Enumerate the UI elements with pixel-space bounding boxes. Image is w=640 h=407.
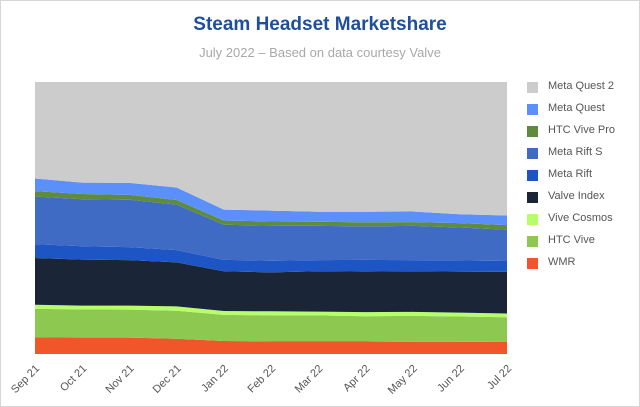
legend-swatch (527, 236, 538, 247)
legend-item-htc-vive[interactable]: HTC Vive (527, 234, 637, 256)
legend-item-meta-quest[interactable]: Meta Quest (527, 102, 637, 124)
legend-swatch (527, 104, 538, 115)
plot-area (35, 82, 507, 354)
x-tick-label: Apr 22 (341, 363, 372, 394)
area-vive-cosmos (35, 304, 507, 318)
legend-label: HTC Vive Pro (548, 124, 616, 136)
x-tick-label: Mar 22 (293, 363, 326, 396)
area-wmr (35, 337, 507, 354)
x-tick-label: Oct 21 (58, 363, 89, 394)
x-tick-label: Dec 21 (151, 363, 184, 396)
legend-item-meta-rift-s[interactable]: Meta Rift S (527, 146, 637, 168)
legend-swatch (527, 82, 538, 93)
x-tick-label: Nov 21 (103, 363, 136, 396)
legend-swatch (527, 126, 538, 137)
legend-swatch (527, 148, 538, 159)
area-htc-vive (35, 308, 507, 343)
x-tick-label: Feb 22 (246, 363, 279, 396)
legend-item-htc-vive-pro[interactable]: HTC Vive Pro (527, 124, 637, 146)
area-meta-quest (35, 178, 507, 226)
area-valve-index (35, 257, 507, 314)
legend-item-meta-rift[interactable]: Meta Rift (527, 168, 637, 190)
x-tick-label: Jun 22 (435, 363, 467, 395)
legend-label: Vive Cosmos (548, 212, 613, 224)
legend-label: Meta Quest 2 (548, 80, 615, 92)
x-tick-label: Jul 22 (485, 363, 514, 392)
legend-label: Valve Index (548, 190, 605, 202)
chart-subtitle: July 2022 – Based on data courtesy Valve (199, 45, 441, 60)
x-axis-ticks: Sep 21 Oct 21 Nov 21 Dec 21 Jan 22 Feb 22 Mar … (9, 363, 514, 397)
area-htc-vive-pro (35, 191, 507, 230)
legend-item-vive-cosmos[interactable]: Vive Cosmos (527, 212, 637, 234)
legend-label: HTC Vive (548, 234, 595, 246)
legend-item-valve-index[interactable]: Valve Index (527, 190, 637, 212)
x-tick-label: May 22 (386, 363, 420, 397)
legend-swatch (527, 170, 538, 181)
area-meta-rift-s (35, 196, 507, 261)
legend: Meta Quest 2 Meta Quest HTC Vive Pro Meta R… (527, 80, 637, 278)
legend-item-meta-quest-2[interactable]: Meta Quest 2 (527, 80, 637, 102)
legend-label: Meta Rift (548, 168, 593, 180)
x-tick-label: Jan 22 (199, 363, 231, 395)
legend-label: WMR (548, 256, 576, 268)
area-meta-rift (35, 244, 507, 273)
legend-swatch (527, 192, 538, 203)
x-tick-label: Sep 21 (9, 363, 42, 396)
legend-item-wmr[interactable]: WMR (527, 256, 637, 278)
legend-label: Meta Rift S (548, 146, 603, 158)
chart-title: Steam Headset Marketshare (193, 14, 447, 35)
area-meta-quest-2 (35, 82, 507, 216)
legend-swatch (527, 258, 538, 269)
legend-label: Meta Quest (548, 102, 605, 114)
legend-swatch (527, 214, 538, 225)
